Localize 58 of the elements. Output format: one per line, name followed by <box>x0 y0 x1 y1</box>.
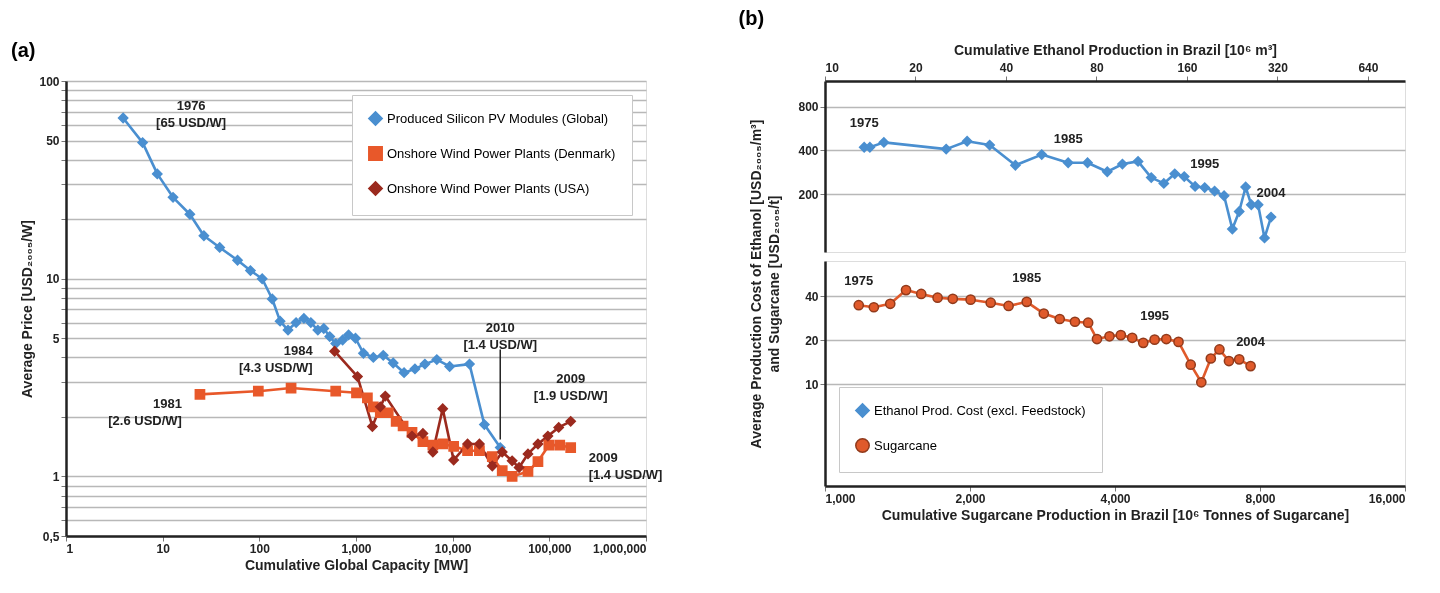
y-tick-label: 20 <box>805 333 819 348</box>
annotation: 2010 [1.4 USD/W] <box>463 319 538 352</box>
y-tick-label: 0,5 <box>42 529 60 544</box>
x-tick-label: 1 <box>66 541 74 556</box>
annotation: 2009 [1.4 USD/W] <box>588 449 663 482</box>
x-tick-label: 640 <box>1358 60 1379 75</box>
x-tick-label: 100 <box>249 541 271 556</box>
x-tick-label: 2,000 <box>955 491 986 506</box>
annotation: 1975 <box>849 115 879 131</box>
legend-label: Ethanol Prod. Cost (excl. Feedstock) <box>874 402 1086 418</box>
legend-label: Onshore Wind Power Plants (USA) <box>387 180 590 196</box>
y-tick-label: 1 <box>52 469 60 484</box>
y-tick-label: 10 <box>805 377 819 392</box>
annotation: 1985 <box>1053 130 1083 146</box>
y-axis-title: Average Price [USD₂₀₀₅/W] <box>19 219 36 399</box>
x-tick-label: 40 <box>999 60 1014 75</box>
chart-title: (a) <box>10 39 36 61</box>
x-tick-label: 100,000 <box>528 541 572 556</box>
annotation: 1995 <box>1140 307 1170 323</box>
y-axis-title: and Sugarcane [USD₂₀₀₅/t] <box>765 195 782 373</box>
x-tick-label: 10,000 <box>434 541 472 556</box>
x-tick-label: 10 <box>156 541 171 556</box>
y-axis-title: Average Production Cost of Ethanol [USD₂₀₀₅/m³] <box>747 119 764 449</box>
x-tick-label: 1,000,000 <box>593 541 647 556</box>
annotation: 1975 <box>844 273 874 289</box>
x-tick-label: 1,000 <box>341 541 372 556</box>
x-axis-title: Cumulative Global Capacity [MW] <box>244 556 469 573</box>
x-tick-label: 20 <box>909 60 923 75</box>
x-tick-label: 160 <box>1177 60 1198 75</box>
y-tick-label: 200 <box>798 187 819 202</box>
x-tick-label: 8,000 <box>1245 491 1276 506</box>
chart-title: (b) <box>738 6 765 29</box>
annotation: 1981 [2.6 USD/W] <box>108 396 182 429</box>
x-tick-label: 320 <box>1267 60 1289 75</box>
x-axis-title: Cumulative Ethanol Production in Brazil [10⁶ m³] <box>953 41 1278 58</box>
legend-label: Onshore Wind Power Plants (Denmark) <box>387 145 616 161</box>
y-tick-label: 50 <box>46 134 60 149</box>
legend-label: Produced Silicon PV Modules (Global) <box>387 110 609 126</box>
x-tick-label: 16,000 <box>1368 491 1406 506</box>
y-tick-label: 400 <box>798 143 819 158</box>
y-tick-label: 10 <box>46 272 60 287</box>
annotation: 2004 <box>1236 334 1266 350</box>
y-tick-label: 800 <box>798 100 819 115</box>
x-tick-label: 1,000 <box>825 491 856 506</box>
y-tick-label: 100 <box>39 74 60 89</box>
x-tick-label: 4,000 <box>1100 491 1131 506</box>
annotation: 2004 <box>1256 185 1287 201</box>
legend-label: Sugarcane <box>874 437 937 453</box>
annotation: 1995 <box>1190 155 1220 171</box>
x-tick-label: 80 <box>1090 60 1104 75</box>
annotation: 2009 [1.9 USD/W] <box>533 371 608 404</box>
x-axis-title: Cumulative Sugarcane Production in Brazil [10⁶ Tonnes of Sugarcane] <box>881 506 1350 523</box>
annotation: 1976 [65 USD/W] <box>156 97 227 130</box>
annotation: 1984 [4.3 USD/W] <box>238 343 314 376</box>
y-tick-label: 40 <box>805 289 819 304</box>
x-tick-label: 10 <box>825 60 840 75</box>
y-tick-label: 5 <box>52 331 60 346</box>
annotation: 1985 <box>1012 269 1042 285</box>
